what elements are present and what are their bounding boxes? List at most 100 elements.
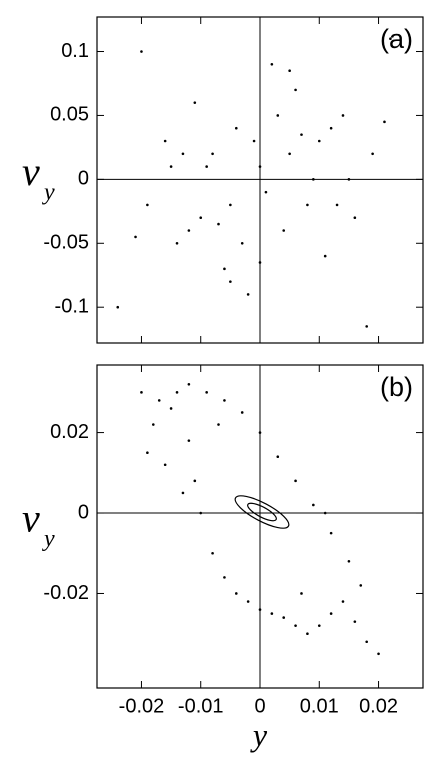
point — [193, 101, 197, 104]
point — [234, 126, 238, 130]
point — [140, 50, 143, 53]
point — [341, 600, 345, 603]
y-tick-label: -0.1 — [55, 295, 89, 317]
y-tick-label: 0 — [78, 168, 89, 190]
point — [205, 165, 208, 168]
point — [146, 203, 149, 207]
y-tick-label: 0.02 — [50, 421, 89, 443]
y-tick-label: -0.05 — [43, 232, 89, 254]
point — [317, 139, 321, 143]
point — [240, 241, 244, 245]
point — [116, 305, 120, 309]
point — [323, 254, 327, 258]
point — [229, 280, 232, 283]
point — [140, 391, 143, 394]
point — [294, 479, 297, 483]
loop — [247, 502, 277, 522]
x-tick-label: -0.01 — [178, 695, 224, 717]
point — [175, 241, 179, 245]
point — [181, 152, 185, 156]
point — [193, 479, 197, 483]
point — [359, 584, 363, 587]
y-axis-label: v — [22, 496, 40, 541]
point — [240, 411, 244, 414]
point — [377, 652, 380, 656]
origin-loops — [234, 495, 290, 529]
point — [317, 624, 321, 627]
point — [282, 229, 286, 232]
point — [276, 455, 280, 459]
point — [223, 267, 226, 271]
point — [223, 399, 226, 402]
point — [199, 216, 203, 220]
point — [246, 600, 250, 603]
point — [163, 463, 167, 467]
y-axis-label: v — [22, 149, 40, 194]
y-tick-label: 0 — [78, 501, 89, 523]
point — [205, 391, 208, 394]
point — [335, 203, 339, 207]
y-tick-label: -0.02 — [43, 582, 89, 604]
y-axis-label-sub: y — [42, 526, 55, 552]
point — [294, 88, 297, 92]
point — [169, 407, 173, 410]
point — [371, 152, 374, 156]
x-tick-label: 0.02 — [359, 695, 398, 717]
point — [223, 576, 226, 579]
point — [300, 133, 303, 136]
point — [288, 152, 291, 156]
point — [300, 592, 303, 595]
point — [270, 63, 274, 66]
point — [163, 139, 167, 143]
point — [181, 491, 185, 495]
point — [217, 423, 220, 426]
x-tick-label: -0.02 — [119, 695, 165, 717]
panel-label: (a) — [380, 24, 413, 54]
point — [134, 235, 137, 239]
point — [329, 126, 333, 130]
point — [264, 190, 268, 194]
x-axis-label: y — [250, 716, 268, 752]
point — [312, 503, 315, 507]
point — [353, 216, 357, 220]
y-tick-label: 0.1 — [61, 40, 89, 62]
point — [187, 383, 191, 386]
point — [329, 612, 333, 615]
point — [306, 632, 309, 635]
point — [353, 620, 357, 623]
point — [252, 139, 256, 143]
point — [246, 293, 250, 296]
point — [229, 203, 232, 207]
point — [211, 551, 214, 555]
point — [276, 114, 280, 117]
point — [211, 152, 214, 156]
point — [383, 120, 386, 124]
point — [270, 612, 274, 615]
point — [187, 229, 191, 232]
y-tick-label: 0.05 — [50, 104, 89, 126]
x-tick-label: 0.01 — [300, 695, 339, 717]
point — [169, 165, 173, 168]
point — [288, 69, 291, 72]
point — [294, 624, 297, 627]
point — [146, 451, 149, 454]
point — [175, 391, 179, 394]
point — [282, 616, 286, 619]
point — [389, 37, 392, 41]
point — [347, 559, 351, 563]
point — [157, 399, 161, 402]
point — [329, 531, 333, 535]
y-axis-label-sub: y — [42, 180, 55, 206]
point — [365, 640, 368, 644]
point — [217, 222, 220, 226]
panel-label: (b) — [380, 372, 413, 402]
point — [187, 439, 191, 442]
point — [152, 423, 155, 426]
loop — [234, 495, 290, 529]
point — [234, 592, 238, 595]
x-tick-label: 0 — [254, 695, 265, 717]
point — [306, 203, 309, 207]
point — [365, 325, 368, 328]
